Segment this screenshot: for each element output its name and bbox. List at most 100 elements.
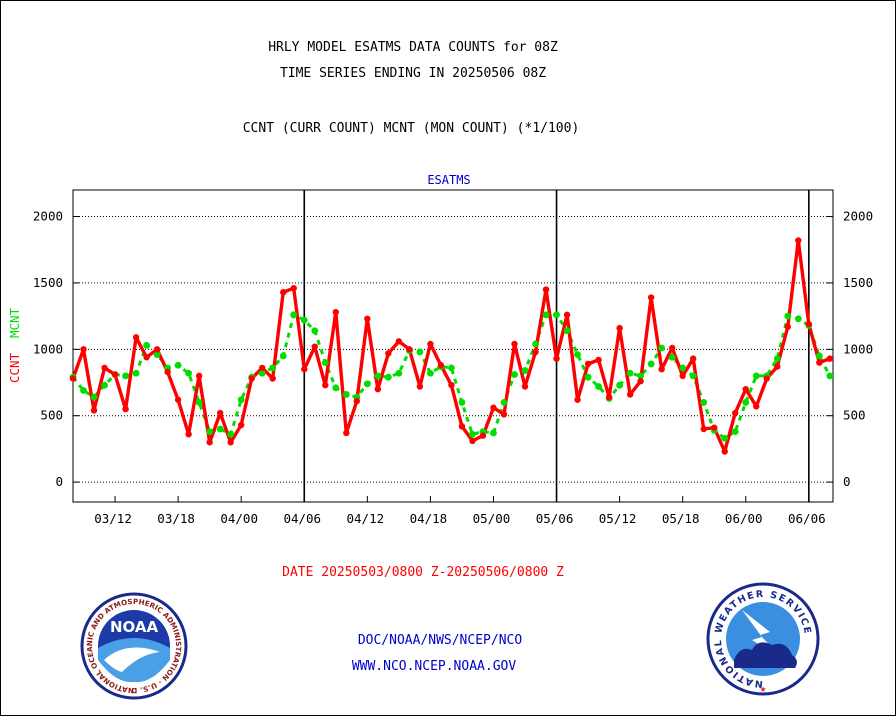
point-mcnt-49 — [584, 373, 592, 381]
point-ccnt-44 — [532, 348, 539, 356]
grid-lines — [73, 216, 833, 483]
point-ccnt-61 — [711, 424, 718, 431]
x-tick-label-7: 05/06 — [536, 511, 574, 526]
point-ccnt-7 — [143, 354, 150, 361]
point-ccnt-28 — [364, 315, 371, 322]
point-mcnt-69 — [794, 315, 802, 323]
point-ccnt-30 — [385, 350, 392, 357]
point-mcnt-54 — [637, 372, 645, 380]
point-mcnt-60 — [700, 399, 708, 406]
point-ccnt-0 — [69, 375, 77, 382]
y-tick-label-left-0: 0 — [55, 474, 63, 489]
x-tick-label-0: 03/12 — [94, 511, 132, 526]
point-mcnt-52 — [616, 381, 624, 389]
series-line-ccnt — [71, 238, 831, 454]
point-mcnt-22 — [300, 316, 308, 324]
point-ccnt-66 — [763, 375, 770, 382]
x-tick-label-6: 05/00 — [473, 511, 511, 526]
point-mcnt-65 — [752, 372, 760, 380]
point-ccnt-8 — [153, 346, 161, 353]
point-mcnt-33 — [416, 348, 424, 356]
y-tick-label-right-0: 0 — [843, 474, 851, 489]
point-mcnt-48 — [574, 351, 581, 359]
point-ccnt-42 — [511, 340, 518, 348]
x-tick-label-1: 03/18 — [157, 511, 195, 526]
point-mcnt-36 — [448, 364, 455, 372]
point-mcnt-16 — [237, 396, 245, 404]
point-mcnt-37 — [458, 399, 466, 406]
point-mcnt-1 — [80, 387, 87, 394]
point-ccnt-27 — [353, 397, 361, 405]
point-ccnt-72 — [826, 355, 834, 362]
point-ccnt-67 — [774, 363, 781, 370]
point-ccnt-1 — [80, 346, 87, 353]
point-ccnt-64 — [742, 385, 749, 393]
point-mcnt-34 — [426, 369, 434, 377]
point-mcnt-38 — [469, 430, 476, 438]
point-ccnt-26 — [343, 429, 350, 437]
point-mcnt-40 — [490, 429, 497, 437]
point-ccnt-13 — [206, 439, 213, 446]
y-label-mcnt: MCNT — [7, 307, 22, 338]
point-mcnt-28 — [363, 380, 371, 388]
point-mcnt-47 — [563, 327, 571, 335]
point-mcnt-6 — [132, 369, 140, 377]
axis-ticks: 0 0 500 500 1000 1000 1500 1500 2000 2000 03/12 03/… — [33, 209, 873, 526]
point-ccnt-40 — [490, 404, 497, 411]
point-ccnt-62 — [721, 448, 728, 455]
point-mcnt-24 — [321, 359, 329, 366]
x-tick-label-4: 04/12 — [347, 511, 385, 526]
point-ccnt-51 — [605, 393, 613, 401]
point-ccnt-60 — [700, 425, 707, 433]
footer-org-path: DOC/NOAA/NWS/NCEP/NCO — [357, 633, 523, 648]
x-tick-label-11: 06/06 — [788, 511, 826, 526]
point-mcnt-25 — [332, 384, 340, 392]
point-ccnt-53 — [626, 391, 634, 398]
point-mcnt-71 — [815, 352, 823, 360]
point-ccnt-5 — [122, 405, 129, 413]
point-ccnt-49 — [584, 360, 592, 368]
point-mcnt-7 — [143, 341, 150, 349]
point-ccnt-36 — [448, 381, 455, 389]
point-ccnt-18 — [259, 364, 266, 372]
point-ccnt-45 — [542, 286, 550, 293]
point-mcnt-20 — [279, 352, 287, 360]
point-mcnt-13 — [206, 428, 214, 436]
point-mcnt-12 — [195, 399, 203, 406]
point-mcnt-59 — [689, 372, 697, 380]
point-ccnt-33 — [416, 383, 424, 390]
point-ccnt-41 — [500, 411, 508, 418]
point-ccnt-63 — [732, 409, 739, 417]
point-mcnt-44 — [532, 340, 539, 348]
point-mcnt-68 — [784, 312, 792, 320]
y-tick-label-left-1500: 1500 — [33, 275, 63, 290]
x-tick-label-5: 04/18 — [410, 511, 448, 526]
plot-area-border — [72, 189, 834, 503]
point-ccnt-32 — [406, 346, 413, 353]
point-ccnt-59 — [689, 355, 697, 362]
point-mcnt-62 — [721, 434, 729, 442]
series-lines — [71, 238, 832, 454]
point-ccnt-9 — [164, 368, 171, 376]
point-mcnt-5 — [122, 372, 129, 380]
point-mcnt-53 — [626, 369, 634, 377]
y-tick-label-left-1000: 1000 — [33, 341, 63, 356]
chart-subtitle: CCNT (CURR COUNT) MCNT (MON COUNT) (*1/1… — [242, 121, 580, 136]
y-axis-label: CCNT MCNT — [7, 307, 22, 383]
point-ccnt-22 — [301, 366, 308, 373]
point-mcnt-63 — [731, 428, 739, 436]
point-mcnt-10 — [174, 361, 182, 369]
y-tick-label-left-2000: 2000 — [33, 209, 63, 224]
series-points — [69, 237, 834, 455]
point-ccnt-46 — [553, 355, 560, 362]
point-ccnt-23 — [311, 343, 318, 350]
point-ccnt-3 — [101, 364, 108, 372]
point-mcnt-23 — [311, 327, 319, 335]
point-ccnt-17 — [248, 375, 255, 382]
point-mcnt-55 — [647, 360, 655, 368]
point-mcnt-14 — [216, 425, 224, 433]
point-ccnt-29 — [374, 385, 382, 393]
nws-logo: NATIONAL WEATHER SERVICE ★ — [706, 582, 820, 696]
point-ccnt-50 — [595, 356, 602, 364]
